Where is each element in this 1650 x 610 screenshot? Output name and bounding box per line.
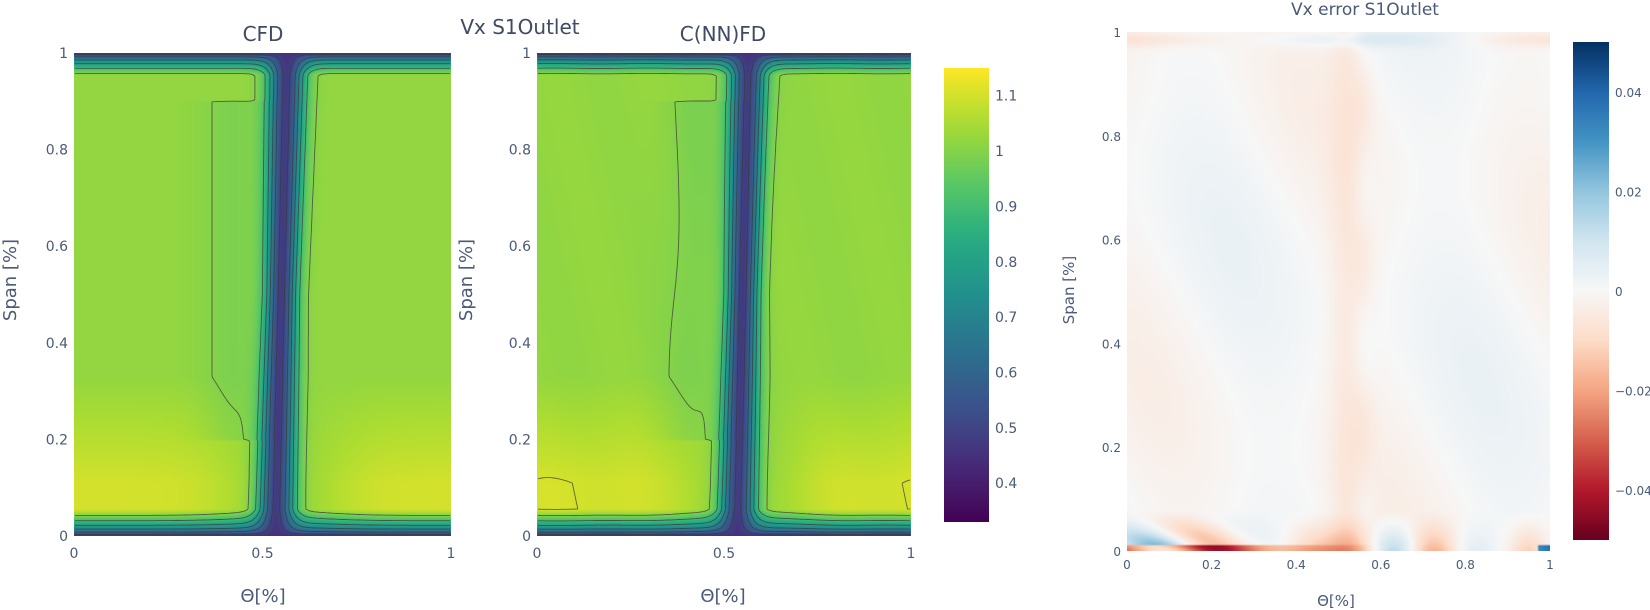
cnnfd-y-tick: 0.4	[509, 336, 531, 352]
cfd-contour-0p5	[75, 54, 450, 535]
cnnfd-subplot-title: C(NN)FD	[680, 22, 766, 46]
cnnfd-contour-0p9	[538, 67, 911, 522]
error-x-axis-title: Θ[%]	[1317, 592, 1355, 610]
cnnfd-y-tick: 0.2	[509, 432, 531, 448]
cnnfd-y-tick: 0.8	[509, 143, 531, 159]
error-x-tick: 0	[1123, 558, 1131, 572]
cnnfd-x-tick: 0.5	[713, 546, 735, 562]
cnnfd-y-tick: 0.6	[509, 239, 531, 255]
cfd-y-tick: 0	[59, 529, 68, 545]
error-y-tick: 0.2	[1102, 441, 1121, 455]
error-y-tick: 0.6	[1102, 234, 1121, 248]
cfd-x-tick: 1	[447, 546, 456, 562]
cfd-x-axis-title: Θ[%]	[240, 586, 285, 607]
viridis-colorbar-tick: 0.6	[995, 366, 1017, 382]
cfd-y-tick: 0.8	[46, 143, 68, 159]
viridis-colorbar-tick: 1	[995, 144, 1004, 160]
error-x-tick: 0.8	[1456, 558, 1475, 572]
cnnfd-contour-1p1	[537, 477, 911, 510]
cfd-x-tick: 0	[70, 546, 79, 562]
viridis-colorbar-tick: 0.8	[995, 255, 1017, 271]
cnnfd-x-tick: 1	[907, 546, 916, 562]
error-colorbar-tick: −0.02	[1615, 385, 1650, 399]
cfd-y-tick: 0.2	[46, 432, 68, 448]
cfd-y-tick: 0.6	[46, 239, 68, 255]
cnnfd-contour-0p7	[537, 59, 910, 530]
viridis-colorbar-tick: 0.9	[995, 199, 1017, 215]
viridis-colorbar-tick: 0.5	[995, 421, 1017, 437]
right-figure-title: Vx error S1Outlet	[1291, 0, 1439, 20]
error-colorbar-tick: 0	[1615, 285, 1623, 299]
error-x-tick: 0.2	[1202, 558, 1221, 572]
cnnfd-contour-0p6	[538, 56, 910, 533]
cfd-y-tick: 0.4	[46, 336, 68, 352]
cnnfd-contour-0p8	[538, 63, 910, 526]
error-x-tick: 0.6	[1371, 558, 1390, 572]
cnnfd-x-tick: 0	[533, 546, 542, 562]
cnnfd-y-axis-title: Span [%]	[456, 239, 477, 321]
viridis-colorbar	[944, 68, 989, 522]
error-y-axis-title: Span [%]	[1060, 256, 1078, 324]
cnnfd-x-axis-title: Θ[%]	[700, 586, 745, 607]
cfd-contour-0p9	[75, 67, 450, 522]
cnnfd-contour-0p5	[538, 54, 910, 535]
viridis-colorbar-tick: 1.1	[995, 89, 1017, 105]
cfd-y-tick: 1	[59, 46, 68, 62]
cnnfd-y-tick: 1	[522, 46, 531, 62]
error-colorbar-tick: 0.04	[1615, 86, 1642, 100]
viridis-colorbar-tick: 0.7	[995, 310, 1017, 326]
cfd-x-tick: 0.5	[251, 546, 273, 562]
cfd-contour-0p7	[75, 59, 450, 530]
error-colorbar-tick: −0.04	[1615, 484, 1650, 498]
error-y-tick: 1	[1113, 26, 1121, 40]
cnnfd-contour-1	[538, 72, 911, 517]
left-figure-title: Vx S1Outlet	[460, 15, 579, 39]
plot-layer: 0 0.5 1 0 0.2 0.4 0.6 0.8 1 0 0.5 1 0 0.2 0.4 0.6 0.8 1 0.…	[46, 26, 1650, 572]
cfd-subplot-title: CFD	[243, 22, 284, 46]
error-x-tick: 1	[1546, 558, 1554, 572]
cfd-contour-1	[75, 73, 450, 516]
viridis-colorbar-tick: 0.4	[995, 476, 1017, 492]
cfd-contour-0p6	[75, 56, 450, 533]
cfd-y-axis-title: Span [%]	[0, 239, 21, 321]
error-y-tick: 0	[1113, 545, 1121, 559]
error-y-tick: 0.4	[1102, 337, 1121, 351]
error-y-tick: 0.8	[1102, 130, 1121, 144]
cnnfd-y-tick: 0	[522, 529, 531, 545]
error-heatmap	[1127, 32, 1550, 551]
error-colorbar-tick: 0.02	[1615, 185, 1642, 199]
error-colorbar	[1573, 42, 1609, 540]
error-x-tick: 0.4	[1287, 558, 1306, 572]
cfd-contour-0p8	[75, 63, 450, 526]
